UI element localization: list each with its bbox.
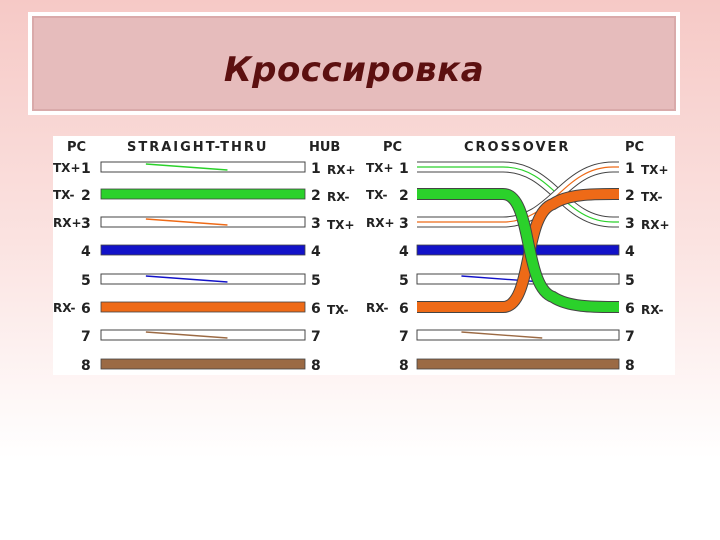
straight-left-pin: 1	[81, 161, 91, 177]
crossover-header-left: PC	[383, 140, 402, 155]
wire-white-brown	[100, 329, 306, 341]
straight-left-signal: RX-	[53, 301, 76, 315]
straight-header-right: HUB	[309, 140, 340, 155]
wire-white-green	[100, 161, 306, 173]
wire-white-orange	[100, 216, 306, 228]
crossover-right-pin: 8	[625, 358, 635, 374]
straight-left-signal: TX+	[53, 161, 81, 175]
straight-left-pin: 3	[81, 216, 91, 232]
cable-diagram: PC STRAIGHT-THRU HUB PC CROSSOVER PC TX+…	[53, 136, 675, 375]
straight-right-signal: TX-	[327, 303, 348, 317]
straight-right-signal: RX+	[327, 163, 356, 177]
crossover-left-pin: 8	[399, 358, 409, 374]
crossover-right-pin: 4	[625, 244, 635, 260]
slide-title: Кроссировка	[223, 50, 485, 90]
straight-right-signal: TX+	[327, 218, 355, 232]
wire-orange-cross	[417, 189, 619, 312]
straight-right-pin: 1	[311, 161, 321, 177]
straight-right-pin: 7	[311, 329, 321, 345]
crossover-left-signal: RX+	[366, 216, 395, 230]
straight-left-signal: RX+	[53, 216, 82, 230]
crossover-right-signal: TX-	[641, 190, 662, 204]
wire-white-blue	[100, 273, 306, 285]
crossover-left-pin: 4	[399, 244, 409, 260]
wire-stripe	[145, 218, 228, 226]
title-box: Кроссировка	[28, 12, 680, 115]
straight-right-pin: 2	[311, 188, 321, 204]
wire-stripe	[145, 163, 228, 171]
crossover-left-pin: 7	[399, 329, 409, 345]
crossover-left-signal: TX+	[366, 161, 394, 175]
straight-right-pin: 6	[311, 301, 321, 317]
wire-orange	[100, 301, 306, 313]
straight-right-pin: 5	[311, 273, 321, 289]
wire-green-cross	[417, 189, 619, 312]
straight-right-pin: 8	[311, 358, 321, 374]
straight-right-pin: 3	[311, 216, 321, 232]
straight-header-left: PC	[67, 140, 86, 155]
crossover-right-pin: 3	[625, 216, 635, 232]
straight-left-pin: 6	[81, 301, 91, 317]
wire-brown	[416, 358, 620, 370]
straight-left-pin: 7	[81, 329, 91, 345]
wire-stripe	[145, 331, 228, 339]
crossover-right-pin: 6	[625, 301, 635, 317]
wire-stripe	[145, 275, 228, 283]
crossover-left-pin: 1	[399, 161, 409, 177]
wire-white-orange-cross-stripe	[417, 166, 619, 223]
wire-stripe	[461, 331, 543, 339]
straight-right-signal: RX-	[327, 190, 350, 204]
crossover-left-pin: 5	[399, 273, 409, 289]
crossover-header-right: PC	[625, 140, 644, 155]
crossover-left-pin: 6	[399, 301, 409, 317]
crossover-right-pin: 1	[625, 161, 635, 177]
straight-header-mid: STRAIGHT-THRU	[127, 140, 268, 155]
straight-left-signal: TX-	[53, 188, 74, 202]
wire-blue	[100, 244, 306, 256]
wire-white-brown	[416, 329, 620, 341]
crossover-right-pin: 7	[625, 329, 635, 345]
straight-left-pin: 2	[81, 188, 91, 204]
wire-blue	[416, 244, 620, 256]
straight-left-pin: 8	[81, 358, 91, 374]
crossover-right-signal: RX-	[641, 303, 664, 317]
straight-left-pin: 5	[81, 273, 91, 289]
crossover-header-mid: CROSSOVER	[464, 140, 570, 155]
crossover-left-signal: TX-	[366, 188, 387, 202]
crossover-right-signal: TX+	[641, 163, 669, 177]
crossover-left-pin: 3	[399, 216, 409, 232]
straight-right-pin: 4	[311, 244, 321, 260]
crossover-left-signal: RX-	[366, 301, 389, 315]
straight-thru-group: TX+ 1 1 RX+TX- 2 2 RX-RX+ 3 3 TX+4 45 5RX- 6 6 TX-7 78 8	[53, 161, 356, 374]
wire-green	[100, 188, 306, 200]
crossover-group: TX+ 1 1 TX+ TX- 2 2 TX- RX+ 3 3 RX+ 4 4 5 5 RX- 6 6 RX- 7 7 8 8	[366, 161, 670, 374]
crossover-right-pin: 2	[625, 188, 635, 204]
wiring-svg: PC STRAIGHT-THRU HUB PC CROSSOVER PC TX+…	[53, 140, 670, 374]
crossover-right-signal: RX+	[641, 218, 670, 232]
straight-left-pin: 4	[81, 244, 91, 260]
crossover-left-pin: 2	[399, 188, 409, 204]
crossover-right-pin: 5	[625, 273, 635, 289]
wire-brown	[100, 358, 306, 370]
